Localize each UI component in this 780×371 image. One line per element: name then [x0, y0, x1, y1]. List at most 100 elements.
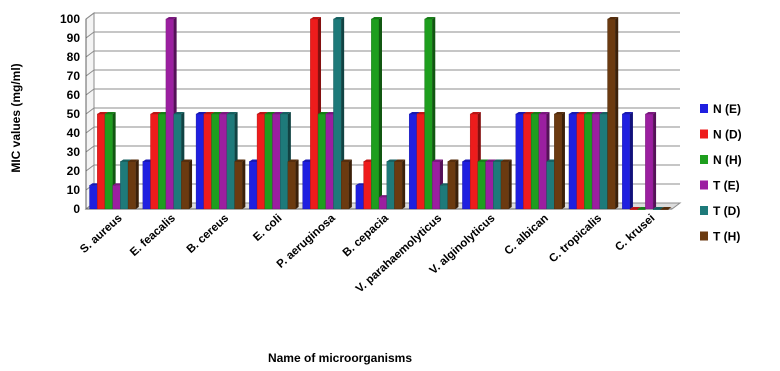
- bar-front: [622, 113, 631, 210]
- gridline: [85, 69, 680, 77]
- y-tick-label: 100: [60, 12, 80, 26]
- bar-front: [287, 161, 296, 210]
- bar-front: [599, 113, 608, 210]
- bar-top: [607, 17, 619, 19]
- bar-top: [318, 112, 329, 114]
- bar-top: [257, 112, 268, 114]
- bar-front: [394, 161, 403, 210]
- bar-front: [104, 113, 113, 210]
- bar-front: [256, 113, 265, 210]
- bar-front: [637, 208, 646, 210]
- bar-front: [341, 161, 350, 210]
- bar-front: [591, 113, 600, 210]
- x-tick-label: B. cepacia: [341, 212, 392, 259]
- bar-top: [531, 112, 542, 114]
- bar-front: [317, 113, 326, 210]
- bar-front: [355, 185, 364, 210]
- bar-front: [523, 113, 532, 210]
- legend-label: N (H): [713, 153, 742, 167]
- bar-top: [386, 159, 398, 162]
- bar-top: [477, 159, 489, 162]
- bar-front: [120, 161, 129, 210]
- bar-front: [629, 208, 638, 210]
- bar-top: [660, 207, 672, 209]
- bar: [127, 159, 139, 210]
- legend-swatch: [700, 104, 708, 113]
- bar-side: [653, 112, 657, 209]
- bar-front: [546, 161, 555, 210]
- tick-labels: 0 10 20 30 40 50 60 70 80 90 100 S. aureus E. feacal…: [60, 12, 657, 295]
- bar-top: [371, 17, 382, 19]
- bar-front: [112, 185, 121, 210]
- bar-side: [629, 112, 633, 209]
- bar-side: [508, 159, 512, 209]
- bar-top: [394, 159, 406, 162]
- gridline: [85, 88, 680, 96]
- bar: [371, 17, 382, 210]
- bar-side: [561, 112, 565, 209]
- x-tick-label: S. aureus: [78, 212, 125, 256]
- bar-top: [645, 112, 657, 114]
- bar-front: [515, 113, 524, 210]
- bar-top: [165, 17, 177, 19]
- bar-front: [127, 161, 136, 210]
- bar-front: [264, 113, 273, 210]
- bar: [554, 112, 565, 210]
- bar-front: [554, 113, 563, 210]
- legend-swatch: [700, 155, 708, 164]
- bar-top: [272, 112, 284, 114]
- gridline: [85, 50, 680, 58]
- bar-top: [120, 159, 132, 162]
- bar-front: [568, 113, 577, 210]
- bar: [181, 159, 193, 210]
- bar-top: [409, 112, 420, 114]
- gridline: [85, 31, 680, 39]
- bar: [287, 159, 299, 210]
- bar-front: [447, 161, 456, 210]
- bar-side: [348, 159, 352, 209]
- bar-front: [386, 161, 395, 210]
- legend-label: N (E): [713, 102, 741, 116]
- bar-top: [333, 17, 345, 19]
- bar-front: [181, 161, 190, 210]
- bar-top: [554, 112, 565, 114]
- bar-front: [408, 113, 417, 210]
- bar-front: [660, 208, 669, 210]
- bar-top: [493, 159, 504, 162]
- bar-top: [150, 112, 162, 114]
- x-tick-label: P. aeruginosa: [275, 212, 338, 271]
- y-tick-label: 20: [67, 164, 81, 178]
- bar: [629, 207, 641, 210]
- legend-swatch: [700, 206, 708, 215]
- bar-front: [416, 113, 425, 210]
- x-tick-label: E. coli: [251, 212, 284, 244]
- bar-front: [371, 18, 380, 210]
- bar-top: [128, 159, 139, 162]
- bar-top: [576, 112, 588, 114]
- legend-swatch: [700, 129, 708, 139]
- bar-front: [195, 113, 204, 210]
- gridline: [85, 126, 680, 134]
- bar: [394, 159, 406, 210]
- bar-side: [135, 159, 139, 209]
- y-tick-label: 60: [67, 88, 81, 102]
- bar: [500, 159, 512, 210]
- bar-top: [653, 207, 664, 209]
- bar-side: [402, 159, 406, 209]
- y-axis-label: MIC values (mg/ml): [9, 63, 23, 172]
- bar-front: [272, 113, 281, 210]
- bar-front: [333, 18, 342, 210]
- x-tick-label: C. tropicalis: [547, 212, 604, 265]
- bar: [660, 207, 672, 210]
- bar-front: [493, 161, 502, 210]
- bar-front: [462, 161, 471, 210]
- y-tick-label: 40: [67, 126, 81, 140]
- y-tick-label: 0: [73, 202, 80, 216]
- bar-top: [432, 159, 443, 162]
- bar-top: [181, 159, 193, 162]
- bar-front: [378, 196, 387, 210]
- legend-label: T (D): [713, 204, 740, 218]
- bar: [645, 112, 657, 210]
- bar-side: [615, 17, 619, 209]
- bar-front: [424, 18, 433, 210]
